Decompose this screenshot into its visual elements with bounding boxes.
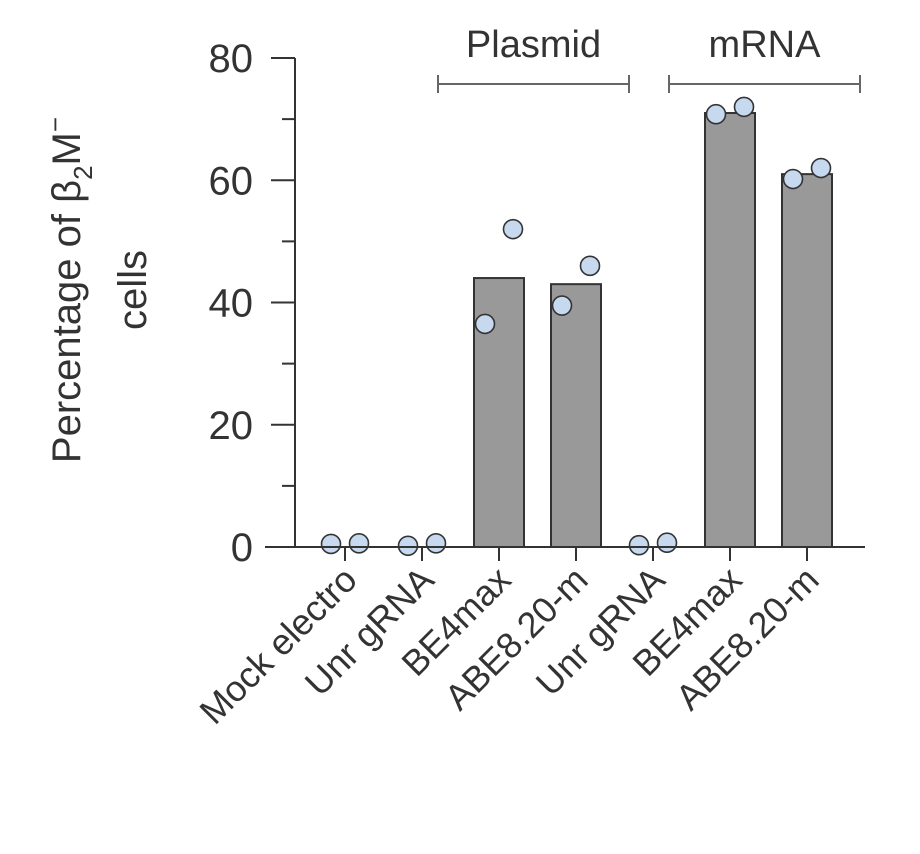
- y-tick-label: 60: [209, 159, 254, 203]
- bar: [550, 283, 602, 548]
- y-tick-label: 0: [231, 526, 253, 570]
- data-point: [810, 157, 832, 179]
- data-point: [502, 218, 524, 240]
- data-point: [733, 96, 755, 118]
- y-tick-label: 40: [209, 282, 254, 326]
- data-point: [579, 255, 601, 277]
- y-tick-label: 80: [209, 37, 254, 81]
- group-brackets: Plasmid mRNA: [437, 24, 861, 93]
- data-point: [551, 295, 573, 316]
- y-axis-label-line2: cells: [111, 250, 155, 330]
- group-label: mRNA: [709, 24, 822, 66]
- bars: [473, 112, 833, 548]
- data-point: [320, 533, 342, 555]
- y-axis-label: Percentage of β2M− cells: [40, 117, 155, 463]
- bar: [704, 112, 756, 548]
- data-point: [705, 103, 727, 125]
- data-point: [474, 313, 496, 335]
- y-axis-label-line1: Percentage of β2M−: [40, 117, 98, 463]
- data-point: [628, 534, 650, 556]
- data-point: [425, 533, 447, 554]
- data-point: [656, 532, 678, 554]
- data-points: [320, 96, 832, 557]
- y-axis: 0 20 40 60 80: [209, 37, 296, 570]
- data-point: [348, 533, 370, 554]
- bar: [781, 173, 833, 548]
- data-point: [397, 535, 419, 557]
- y-tick-label: 20: [209, 404, 254, 448]
- data-point: [782, 168, 804, 190]
- group-label: Plasmid: [466, 24, 601, 66]
